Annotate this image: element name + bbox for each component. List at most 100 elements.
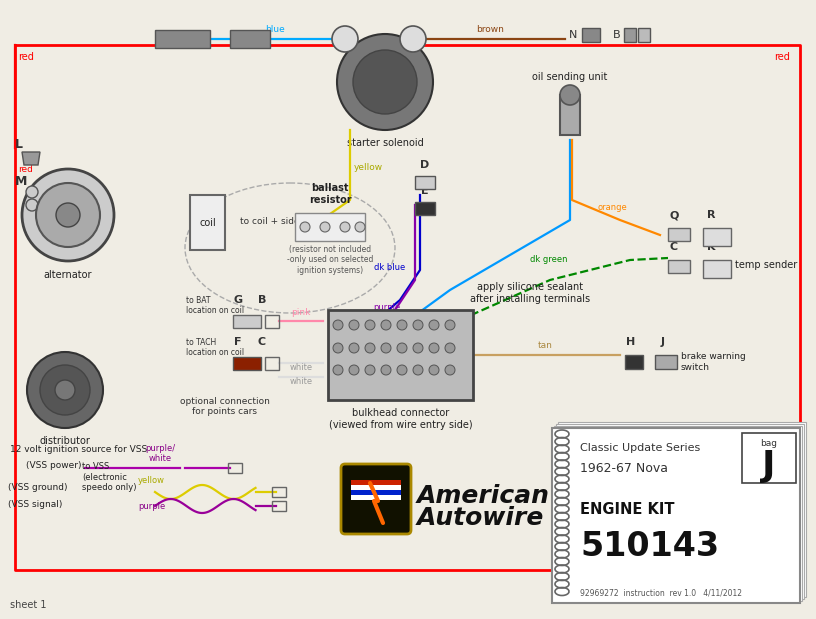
- Circle shape: [445, 343, 455, 353]
- Text: L: L: [15, 138, 23, 151]
- Text: to BAT
location on coil: to BAT location on coil: [186, 296, 244, 315]
- Bar: [625, 355, 643, 369]
- Bar: [668, 228, 690, 241]
- Circle shape: [349, 343, 359, 353]
- Text: oil sending unit: oil sending unit: [532, 72, 608, 82]
- Circle shape: [397, 320, 407, 330]
- Text: M: M: [15, 175, 28, 188]
- Text: starter solenoid: starter solenoid: [347, 138, 424, 148]
- Bar: [233, 315, 261, 328]
- Circle shape: [27, 352, 103, 428]
- Text: white: white: [290, 363, 313, 372]
- Bar: [638, 28, 650, 42]
- Bar: [190, 195, 225, 250]
- Circle shape: [445, 320, 455, 330]
- Text: 1962-67 Nova: 1962-67 Nova: [580, 462, 668, 475]
- Text: 510143: 510143: [580, 529, 719, 563]
- Text: yellow: yellow: [354, 163, 384, 173]
- Circle shape: [429, 320, 439, 330]
- Text: alternator: alternator: [44, 270, 92, 280]
- Text: to TACH
location on coil: to TACH location on coil: [186, 337, 244, 357]
- Text: to VSS
(electronic
speedo only): to VSS (electronic speedo only): [82, 462, 136, 492]
- Circle shape: [413, 320, 423, 330]
- Text: D: D: [420, 160, 430, 170]
- Text: G: G: [233, 295, 242, 305]
- Text: Classic Update Series: Classic Update Series: [580, 443, 700, 453]
- Text: (VSS power): (VSS power): [26, 461, 82, 470]
- Text: red: red: [18, 165, 33, 174]
- Bar: [703, 228, 731, 246]
- Text: ballast
resistor: ballast resistor: [308, 183, 352, 205]
- Circle shape: [429, 365, 439, 375]
- Bar: [703, 260, 731, 278]
- Circle shape: [56, 203, 80, 227]
- Text: purple/
white: purple/ white: [145, 444, 175, 463]
- Bar: [328, 310, 473, 400]
- Text: (resistor not included
-only used on selected
ignition systems): (resistor not included -only used on sel…: [286, 245, 373, 275]
- Bar: [582, 28, 600, 42]
- Circle shape: [22, 169, 114, 261]
- Text: F: F: [234, 337, 242, 347]
- Circle shape: [26, 186, 38, 198]
- Circle shape: [445, 365, 455, 375]
- Text: J: J: [661, 337, 665, 347]
- Text: American: American: [417, 484, 550, 508]
- Text: 12 volt ignition source for VSS: 12 volt ignition source for VSS: [10, 445, 147, 454]
- Bar: [230, 30, 270, 48]
- Circle shape: [353, 50, 417, 114]
- Text: brake warning
switch: brake warning switch: [681, 352, 746, 371]
- Text: 92969272  instruction  rev 1.0   4/11/2012: 92969272 instruction rev 1.0 4/11/2012: [580, 589, 742, 597]
- Bar: [668, 260, 690, 273]
- Bar: [351, 495, 401, 500]
- Bar: [155, 30, 210, 48]
- Circle shape: [333, 365, 343, 375]
- Text: K: K: [707, 242, 716, 252]
- Text: to coil + side: to coil + side: [240, 217, 299, 227]
- Circle shape: [365, 365, 375, 375]
- Bar: [415, 176, 435, 189]
- FancyBboxPatch shape: [341, 464, 411, 534]
- Text: red: red: [774, 52, 790, 62]
- Text: temp sender: temp sender: [735, 260, 797, 270]
- Text: coil: coil: [199, 217, 216, 228]
- Circle shape: [381, 365, 391, 375]
- Circle shape: [560, 85, 580, 105]
- Circle shape: [355, 222, 365, 232]
- Text: N: N: [569, 30, 577, 40]
- Circle shape: [429, 343, 439, 353]
- Circle shape: [413, 343, 423, 353]
- Circle shape: [332, 26, 358, 52]
- Text: white: white: [290, 377, 313, 386]
- Text: C: C: [670, 242, 678, 252]
- Polygon shape: [22, 152, 40, 165]
- Text: red: red: [18, 52, 34, 62]
- Circle shape: [381, 343, 391, 353]
- Text: E: E: [421, 186, 429, 196]
- Text: dk blue: dk blue: [374, 263, 405, 272]
- Circle shape: [300, 222, 310, 232]
- Text: blue: blue: [265, 25, 285, 34]
- Circle shape: [365, 343, 375, 353]
- Circle shape: [40, 365, 90, 415]
- Text: B: B: [613, 30, 621, 40]
- Bar: [228, 463, 242, 473]
- Text: (VSS ground): (VSS ground): [8, 483, 68, 492]
- Circle shape: [349, 365, 359, 375]
- Text: purple: purple: [373, 303, 400, 312]
- Bar: [295, 213, 365, 241]
- Circle shape: [365, 320, 375, 330]
- Bar: [742, 433, 796, 483]
- Circle shape: [337, 34, 433, 130]
- Circle shape: [397, 343, 407, 353]
- Text: tan: tan: [538, 341, 552, 350]
- Bar: [233, 357, 261, 370]
- Bar: [560, 95, 580, 135]
- Bar: [415, 202, 435, 215]
- Text: R: R: [707, 210, 716, 220]
- Bar: [556, 424, 804, 599]
- Text: bulkhead connector
(viewed from wire entry side): bulkhead connector (viewed from wire ent…: [329, 408, 472, 430]
- Text: orange: orange: [598, 203, 628, 212]
- Text: sheet 1: sheet 1: [10, 600, 47, 610]
- Circle shape: [381, 320, 391, 330]
- Text: optional connection
for points cars: optional connection for points cars: [180, 397, 270, 417]
